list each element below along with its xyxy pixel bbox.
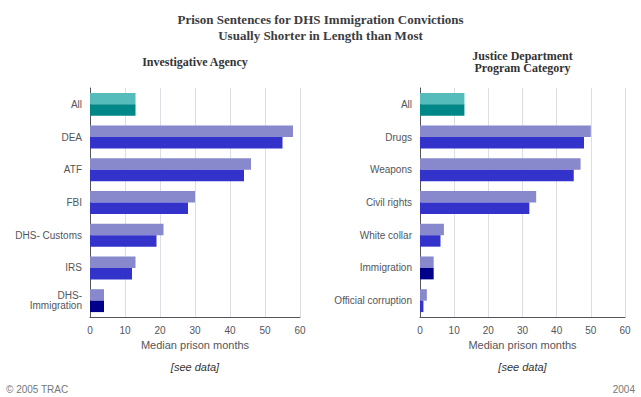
svg-text:Median prison months: Median prison months [468,339,577,351]
svg-text:40: 40 [224,325,236,336]
svg-text:Prison Sentences for DHS Immig: Prison Sentences for DHS Immigration Con… [177,12,463,27]
svg-text:Investigative Agency: Investigative Agency [142,55,248,69]
svg-text:Weapons: Weapons [370,164,412,175]
svg-text:50: 50 [259,325,271,336]
svg-text:50: 50 [585,325,597,336]
svg-text:White collar: White collar [360,230,413,241]
svg-text:IRS: IRS [65,262,82,273]
svg-text:40: 40 [551,325,563,336]
svg-text:30: 30 [517,325,529,336]
svg-text:0: 0 [87,325,93,336]
svg-text:All: All [401,99,412,110]
svg-text:0: 0 [417,325,423,336]
svg-text:Program Category: Program Category [474,61,570,75]
svg-text:Official corruption: Official corruption [334,295,412,306]
svg-text:[see data]: [see data] [170,361,220,373]
svg-text:30: 30 [189,325,201,336]
svg-text:DEA: DEA [61,132,82,143]
svg-text:ATF: ATF [64,164,82,175]
svg-text:20: 20 [154,325,166,336]
svg-text:10: 10 [119,325,131,336]
svg-text:FBI: FBI [66,197,82,208]
svg-text:10: 10 [449,325,461,336]
svg-text:Immigration: Immigration [30,300,82,311]
svg-text:60: 60 [294,325,306,336]
svg-text:Median prison months: Median prison months [141,339,250,351]
svg-text:Immigration: Immigration [360,262,412,273]
svg-text:All: All [71,99,82,110]
svg-text:© 2005 TRAC: © 2005 TRAC [6,384,68,395]
svg-text:[see data]: [see data] [497,361,547,373]
svg-text:Justice Department: Justice Department [472,49,573,63]
svg-text:Drugs: Drugs [385,132,412,143]
svg-text:60: 60 [619,325,631,336]
svg-text:DHS- Customs: DHS- Customs [15,230,82,241]
svg-text:2004: 2004 [613,384,636,395]
svg-text:DHS-: DHS- [57,290,82,302]
svg-text:Civil rights: Civil rights [366,197,412,208]
svg-text:20: 20 [483,325,495,336]
svg-text:Usually Shorter in Length than: Usually Shorter in Length than Most [218,28,423,43]
